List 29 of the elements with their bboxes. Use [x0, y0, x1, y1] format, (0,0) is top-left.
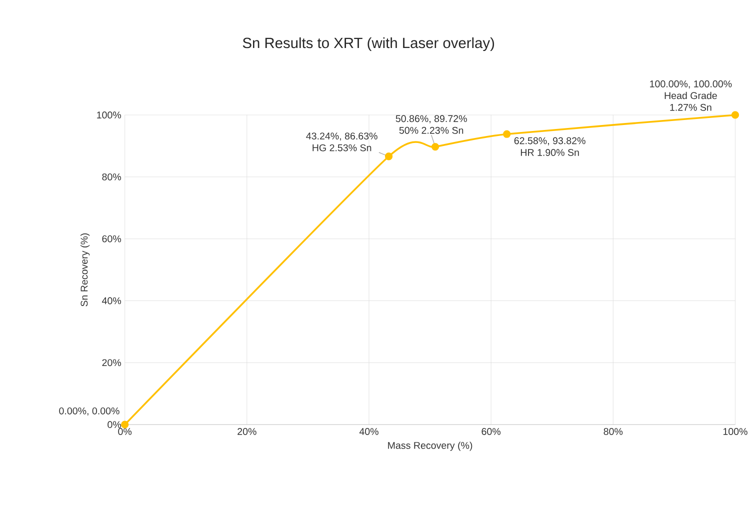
annotation: 1.27% Sn [670, 104, 712, 111]
annotation: Head Grade [664, 92, 717, 100]
point [384, 152, 393, 160]
annotation: HR 1.90% Sn [520, 149, 579, 156]
point [731, 111, 740, 119]
annotation: HG 2.53% Sn [312, 144, 372, 152]
chart-title: Sn Results to XRT (with Laser overlay) [242, 37, 494, 52]
point [502, 130, 511, 138]
point [431, 143, 440, 151]
annotation: 0.00%, 0.00% [59, 408, 120, 416]
x-tick-label: 100% [723, 428, 748, 436]
annotation: 50% 2.23% Sn [399, 127, 464, 134]
y-tick-label: 0% [108, 421, 122, 428]
annotation: 50.86%, 89.72% [396, 115, 467, 124]
y-axis-title: Sn Recovery (%) [80, 234, 90, 306]
y-tick-label: 100% [97, 112, 122, 119]
y-tick-label: 40% [102, 297, 122, 304]
y-tick-label: 80% [102, 174, 122, 180]
annotation: 43.24%, 86.63% [306, 132, 378, 141]
x-tick-label: 60% [482, 428, 501, 436]
y-tick-label: 60% [102, 235, 122, 242]
annotation: 100.00%, 100.00% [650, 80, 732, 89]
y-tick-label: 20% [102, 359, 122, 366]
x-tick-label: 80% [604, 428, 623, 436]
annotation: 62.58%, 93.82% [514, 137, 586, 146]
x-axis-title: Mass Recovery (%) [388, 442, 472, 451]
x-tick-label: 0% [118, 428, 132, 436]
x-tick-label: 40% [359, 428, 378, 436]
x-tick-label: 20% [238, 428, 256, 436]
